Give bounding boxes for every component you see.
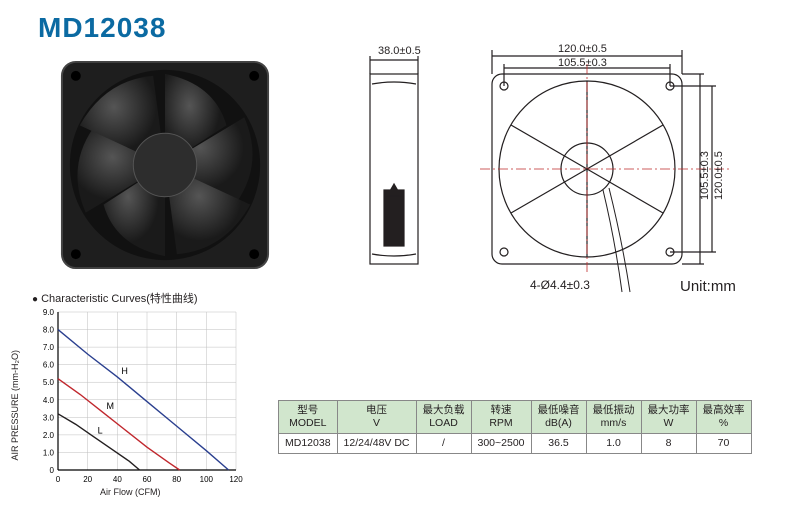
table-cell: 70 — [696, 434, 751, 454]
svg-text:H: H — [121, 366, 128, 376]
svg-text:0: 0 — [56, 475, 61, 484]
table-cell: 36.5 — [531, 434, 586, 454]
technical-diagram: 38.0±0.5 120.0±0.5 105.5±0.3 105.5±0.3 1… — [360, 40, 760, 300]
dim-outer-h: 120.0±0.5 — [713, 151, 725, 200]
svg-text:80: 80 — [172, 475, 181, 484]
svg-text:9.0: 9.0 — [43, 308, 55, 317]
hole-spec: 4-Ø4.4±0.3 — [530, 278, 590, 292]
table-header: 最高效率% — [696, 401, 751, 434]
unit-label: Unit:mm — [680, 278, 736, 295]
dim-depth: 38.0±0.5 — [378, 45, 421, 57]
curves-heading: ● Characteristic Curves(特性曲线) — [32, 290, 198, 306]
svg-text:100: 100 — [200, 475, 214, 484]
svg-text:0: 0 — [50, 466, 55, 475]
table-header: 电压V — [337, 401, 416, 434]
table-header: 转速RPM — [471, 401, 531, 434]
svg-text:20: 20 — [83, 475, 92, 484]
chart-x-axis-label: Air Flow (CFM) — [100, 487, 161, 497]
svg-text:40: 40 — [113, 475, 122, 484]
svg-text:L: L — [98, 426, 103, 436]
svg-text:120: 120 — [229, 475, 243, 484]
spec-table: 型号MODEL电压V最大负载LOAD转速RPM最低噪音dB(A)最低振动mm/s… — [278, 400, 752, 454]
svg-text:60: 60 — [143, 475, 152, 484]
dim-inner-w: 105.5±0.3 — [558, 57, 607, 69]
table-header: 最低振动mm/s — [586, 401, 641, 434]
svg-text:3.0: 3.0 — [43, 413, 55, 422]
dim-inner-h: 105.5±0.3 — [699, 151, 711, 200]
svg-text:8.0: 8.0 — [43, 326, 55, 335]
table-cell: 1.0 — [586, 434, 641, 454]
svg-text:7.0: 7.0 — [43, 343, 55, 352]
table-cell: 8 — [641, 434, 696, 454]
table-header: 最大功率W — [641, 401, 696, 434]
svg-text:2.0: 2.0 — [43, 431, 55, 440]
fan-photo — [56, 56, 274, 274]
chart-y-axis-label: AIR PRESSURE (mm-H₂O) — [10, 350, 20, 461]
characteristic-chart: 9.0 8.0 7.0 6.0 5.0 4.0 3.0 2.0 1.0 00 20 40 60 80 100… — [28, 306, 248, 491]
svg-text:4.0: 4.0 — [43, 396, 55, 405]
svg-text:1.0: 1.0 — [43, 448, 55, 457]
table-cell: MD12038 — [279, 434, 338, 454]
table-header: 型号MODEL — [279, 401, 338, 434]
product-title: MD12038 — [38, 12, 166, 44]
table-header: 最低噪音dB(A) — [531, 401, 586, 434]
dim-outer-w: 120.0±0.5 — [558, 43, 607, 55]
table-cell: / — [416, 434, 471, 454]
table-cell: 12/24/48V DC — [337, 434, 416, 454]
table-header: 最大负载LOAD — [416, 401, 471, 434]
svg-text:6.0: 6.0 — [43, 361, 55, 370]
svg-text:5.0: 5.0 — [43, 378, 55, 387]
svg-text:M: M — [107, 401, 115, 411]
table-cell: 300~2500 — [471, 434, 531, 454]
